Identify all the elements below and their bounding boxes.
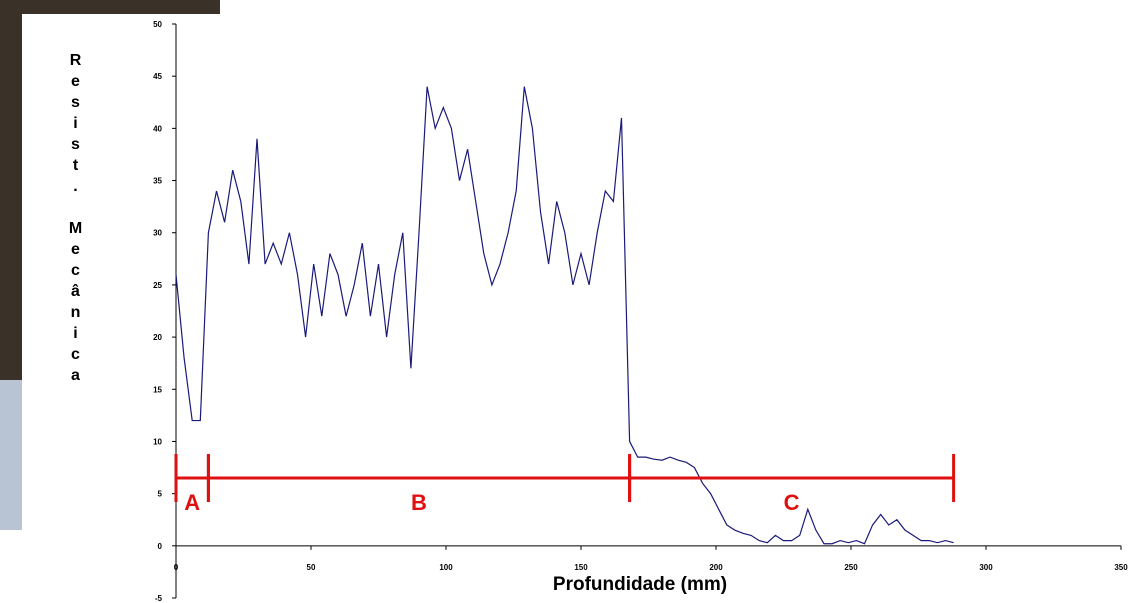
y-tick-label: 5 [158, 490, 163, 499]
y-tick-label: 20 [153, 333, 162, 342]
y-axis-title: Resist. Mecânica [67, 52, 84, 388]
y-tick-label: 50 [153, 20, 162, 29]
x-tick-label: 100 [439, 563, 453, 572]
y-tick-label: 40 [153, 124, 162, 133]
y-tick-label: 30 [153, 229, 162, 238]
x-axis-title: Profundidade (mm) [553, 574, 727, 595]
x-tick-label: 200 [709, 563, 723, 572]
y-tick-label: 45 [153, 72, 162, 81]
region-label: C [784, 490, 800, 515]
x-tick-label: 150 [574, 563, 588, 572]
chart-panel [125, 380, 145, 530]
y-tick-label: -5 [155, 594, 163, 603]
y-tick-label: 10 [153, 437, 162, 446]
photo-edge [0, 0, 220, 14]
x-tick-label: 250 [844, 563, 858, 572]
x-tick-label: 350 [1114, 563, 1128, 572]
x-tick-label: 300 [979, 563, 993, 572]
y-tick-label: 0 [158, 542, 163, 551]
x-tick-label: 50 [307, 563, 316, 572]
y-tick-label: 25 [153, 281, 162, 290]
photo-edge [0, 0, 22, 380]
region-label: A [184, 490, 200, 515]
y-tick-label: 35 [153, 177, 162, 186]
chart-panel [22, 14, 1142, 603]
data-line [175, 86, 954, 545]
x-tick-label: 0 [174, 563, 179, 572]
region-label: B [411, 490, 427, 515]
y-tick-label: 15 [153, 385, 162, 394]
